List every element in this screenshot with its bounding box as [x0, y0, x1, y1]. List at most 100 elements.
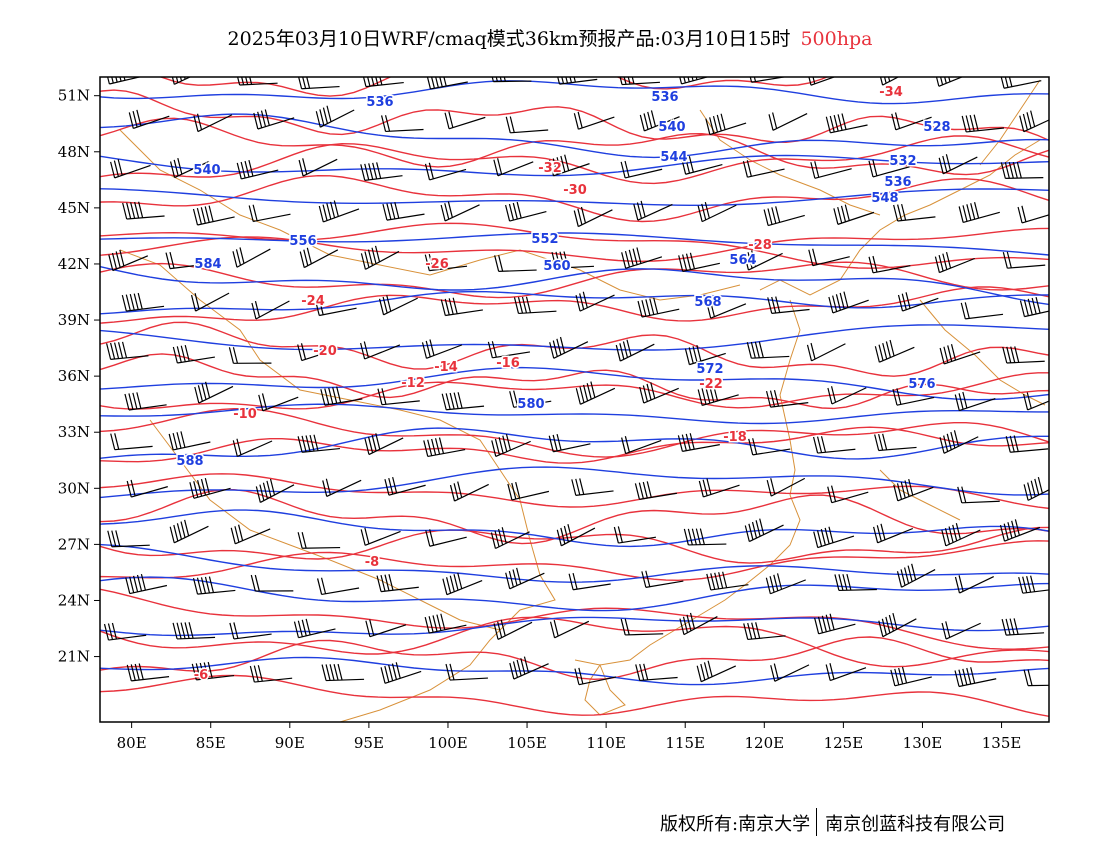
wind-barb: [620, 160, 663, 179]
temperature-isoline: [100, 588, 1049, 650]
wind-barb: [615, 339, 655, 362]
wind-barb: [449, 481, 489, 502]
temperature-label: -26: [425, 257, 449, 272]
lon-tick-label: 110E: [586, 734, 626, 752]
temperature-isoline: [159, 77, 829, 97]
wind-barb: [557, 77, 598, 85]
wind-barb: [441, 392, 485, 411]
wind-barb: [194, 381, 234, 404]
wind-barb: [1005, 435, 1049, 453]
wind-barb: [314, 298, 357, 317]
wind-barb: [509, 656, 549, 680]
wind-barb: [229, 622, 272, 640]
wind-barb: [380, 662, 422, 684]
wind-barb: [873, 523, 914, 544]
wind-barb: [897, 292, 939, 312]
wind-barb: [621, 247, 663, 269]
wind-barb: [678, 252, 720, 272]
longitude-axis: 80E 85E 90E 95E 100E 105E 110E 115E 120E 125E 130E…: [117, 722, 1021, 752]
wind-barb: [250, 574, 294, 592]
wind-barb: [440, 297, 483, 317]
wind-barb: [253, 109, 295, 130]
wind-barb: [193, 113, 233, 133]
wind-barb: [551, 251, 595, 269]
wind-barb: [767, 296, 810, 314]
height-isoline: [100, 427, 1049, 460]
height-label: 536: [651, 90, 678, 105]
temperature-label: -28: [748, 238, 772, 253]
wind-barb: [556, 524, 596, 547]
wind-barb: [1000, 77, 1042, 89]
lon-tick-label: 105E: [507, 734, 547, 752]
wind-barb: [1002, 251, 1046, 269]
lon-tick-label: 120E: [745, 734, 785, 752]
wind-barb: [232, 247, 271, 268]
wind-barb: [293, 618, 336, 639]
coastline-segment: [699, 109, 881, 216]
lon-tick-label: 125E: [824, 734, 864, 752]
wind-barb: [744, 518, 784, 543]
height-label: 548: [871, 191, 898, 206]
wind-barb: [705, 113, 747, 136]
wind-barb: [613, 526, 657, 544]
wind-barb: [634, 481, 678, 500]
wind-barb: [423, 437, 466, 458]
height-isoline: [100, 616, 1049, 637]
lon-tick-label: 85E: [196, 734, 226, 752]
wind-barb: [878, 613, 917, 638]
height-label: 572: [696, 362, 723, 377]
temperature-label: -18: [723, 430, 747, 445]
temperature-isoline: [100, 353, 1049, 410]
wind-barb: [169, 157, 210, 179]
wind-barb: [297, 532, 341, 549]
wind-barb: [297, 343, 339, 362]
wind-barb: [746, 341, 790, 359]
wind-barb: [891, 112, 932, 131]
temperature-label: -32: [538, 161, 562, 176]
temperature-label: -10: [233, 407, 257, 422]
wind-barb: [954, 391, 996, 412]
height-isoline: [100, 188, 1049, 206]
wind-barb: [126, 663, 170, 682]
wind-barb: [697, 202, 737, 223]
wind-barb: [362, 77, 404, 88]
wind-barb: [742, 160, 785, 178]
wind-barb: [360, 245, 400, 270]
wind-barb: [249, 665, 293, 683]
wind-barb: [1019, 110, 1049, 133]
wind-barb: [107, 77, 142, 85]
wind-barb: [172, 344, 215, 364]
temperature-isoline: [100, 426, 1049, 464]
title-main: 2025年03月10日WRF/cmaq模式36km预报产品:03月10日15时: [227, 28, 791, 50]
lat-tick-label: 24N: [58, 591, 90, 609]
wind-barb: [1000, 161, 1044, 179]
wind-barb: [236, 159, 279, 180]
wind-barb: [107, 530, 150, 548]
wind-barb: [442, 572, 483, 596]
height-isoline: [100, 403, 1049, 425]
wind-barb: [828, 291, 869, 314]
wind-barb: [121, 292, 165, 312]
wind-barb: [169, 519, 209, 544]
wind-barb: [318, 200, 360, 223]
height-isoline: [100, 80, 1049, 105]
height-label: 556: [289, 234, 316, 249]
wind-barb: [1023, 476, 1049, 501]
wind-barb: [697, 384, 739, 407]
coastline-segment: [879, 469, 961, 521]
wind-barb: [868, 255, 911, 274]
wind-barb: [677, 433, 720, 452]
wind-barb: [110, 433, 153, 451]
height-label: 560: [543, 259, 570, 274]
height-label: 540: [193, 163, 220, 178]
height-label: 580: [517, 397, 544, 412]
wind-barb: [490, 527, 530, 550]
height-label: 536: [884, 175, 911, 190]
wind-barb: [961, 114, 1005, 133]
lat-tick-label: 21N: [58, 648, 90, 666]
lon-tick-label: 100E: [428, 734, 468, 752]
temperature-isoline: [100, 372, 1049, 410]
wind-barb: [743, 250, 783, 271]
wind-barb: [189, 477, 231, 499]
coastline-segment: [574, 494, 801, 666]
